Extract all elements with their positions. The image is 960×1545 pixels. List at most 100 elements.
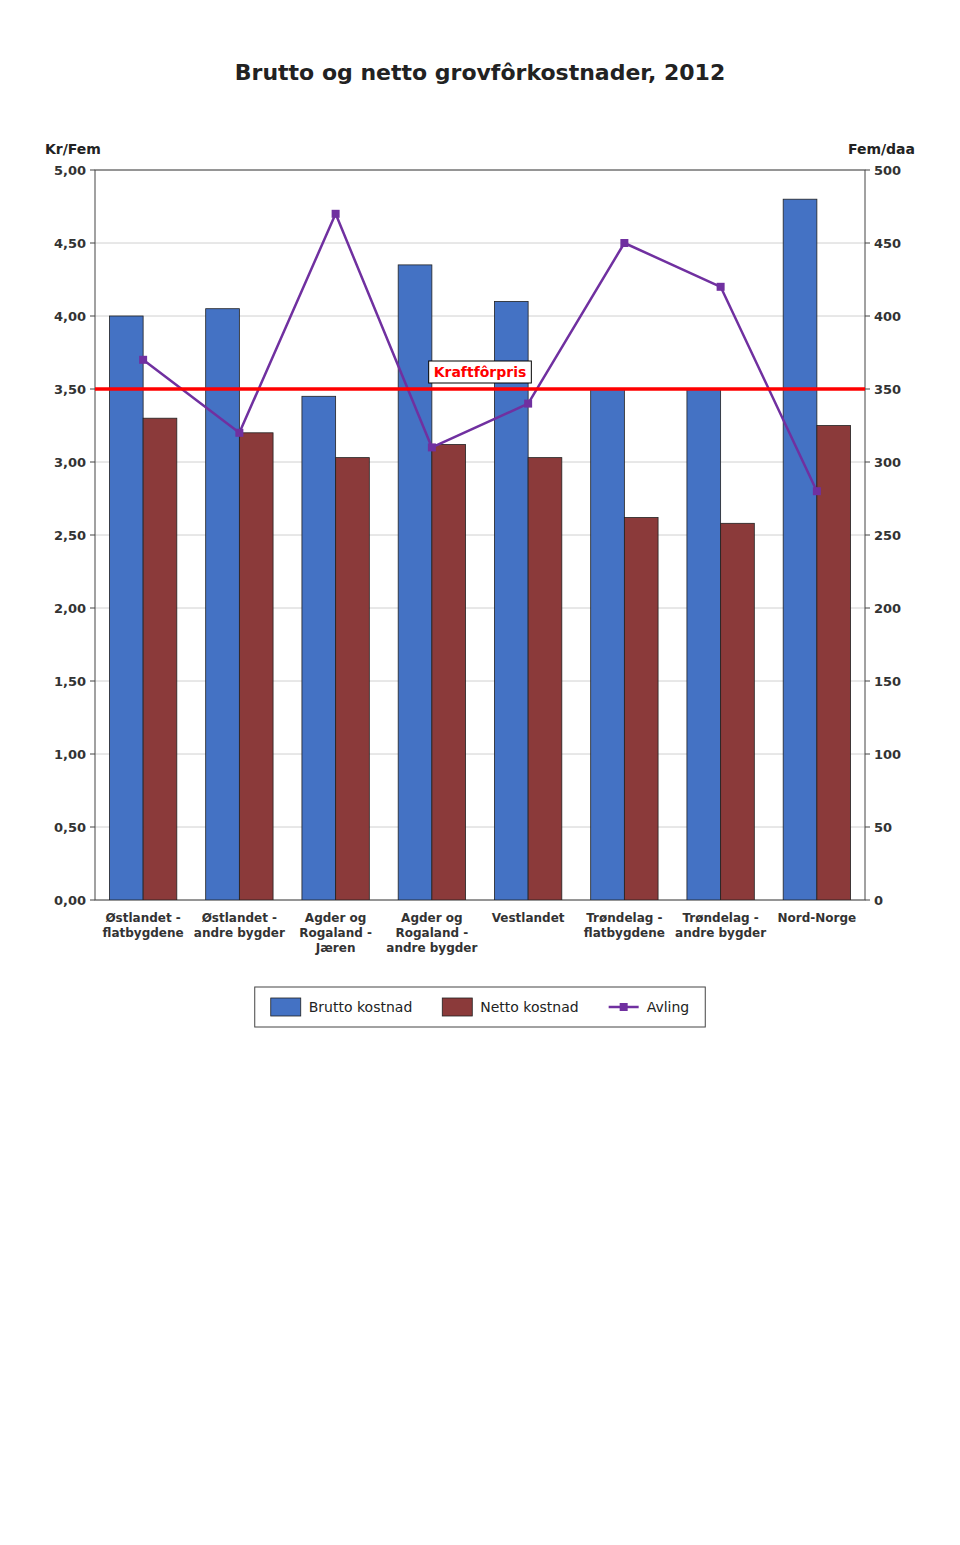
y-tick [90,900,95,901]
bar [239,433,273,900]
legend-swatch [442,998,472,1016]
x-tick-label: Trøndelag -andre bygder [675,911,766,940]
line-marker [235,429,243,437]
y2-tick [865,170,870,171]
legend-marker [620,1003,628,1011]
legend-frame [255,987,706,1027]
line-marker [428,443,436,451]
annotations: Kraftfôrpris [95,361,865,389]
y-tick [90,462,95,463]
line-marker [717,283,725,291]
y-tick-label: 0,00 [54,893,86,908]
y2-tick [865,389,870,390]
annotation-box [429,361,532,383]
line-marker [332,210,340,218]
line-marker [620,239,628,247]
legend-label: Brutto kostnad [309,999,413,1015]
x-tick-label-line: flatbygdene [103,926,184,940]
y2-tick [865,754,870,755]
y2-tick [865,900,870,901]
grid-line [95,389,865,390]
x-tick-label-line: andre bygder [194,926,285,940]
bar [721,523,755,900]
y-tick-label: 1,00 [54,747,86,762]
y2-tick-label: 0 [874,893,883,908]
line [143,214,817,491]
x-tick-label-line: Nord-Norge [778,911,857,925]
y2-tick-label: 50 [874,820,892,835]
bar [302,396,336,900]
y-tick [90,170,95,171]
bar [624,517,658,900]
chart: Brutto og netto grovfôrkostnader, 2012 Kr… [0,0,960,1545]
x-tick-label-line: Jæren [315,941,356,955]
y-tick-label: 2,00 [54,601,86,616]
bar [206,309,240,900]
y2-tick [865,827,870,828]
y-tick [90,535,95,536]
bar [432,444,466,900]
x-tick-label: Agder ogRogaland -Jæren [299,911,372,955]
y2-tick [865,243,870,244]
bar [817,426,851,901]
x-tick-label-line: Agder og [305,911,367,925]
x-tick-label-line: flatbygdene [584,926,665,940]
y-tick [90,827,95,828]
y-tick-label: 0,50 [54,820,86,835]
line-marker [139,356,147,364]
y-tick-label: 4,50 [54,236,86,251]
x-tick-label: Vestlandet [492,911,565,925]
y2-tick [865,681,870,682]
y-tick-label: 3,50 [54,382,86,397]
y-tick-label: 5,00 [54,163,86,178]
x-tick-label: Trøndelag -flatbygdene [584,911,665,940]
y2-tick-label: 300 [874,455,901,470]
x-tick-label-line: Trøndelag - [586,911,662,925]
y-tick [90,316,95,317]
legend-label: Netto kostnad [480,999,578,1015]
x-tick-label-line: Agder og [401,911,463,925]
y2-axis-label: Fem/daa [848,141,915,157]
line-marker [524,400,532,408]
bar [143,418,177,900]
bar [528,458,562,900]
y-axis-label: Kr/Fem [45,141,101,157]
y-tick [90,681,95,682]
y-tick-label: 3,00 [54,455,86,470]
x-tick-label: Agder ogRogaland -andre bygder [386,911,477,955]
legend: Brutto kostnadNetto kostnadAvling [255,987,706,1027]
y-tick-label: 1,50 [54,674,86,689]
title: Brutto og netto grovfôrkostnader, 2012 [235,60,725,85]
y2-tick-label: 350 [874,382,901,397]
grid-line [95,243,865,244]
x-tick-label-line: Østlandet - [202,911,277,925]
bar [336,458,370,900]
x-tick-label-line: Trøndelag - [682,911,758,925]
line-marker [813,487,821,495]
y2-tick-label: 150 [874,674,901,689]
x-tick-label: Nord-Norge [778,911,857,925]
bar [591,389,625,900]
legend-swatch [271,998,301,1016]
x-tick-label-line: Rogaland - [299,926,372,940]
y2-tick-label: 250 [874,528,901,543]
y2-tick-label: 200 [874,601,901,616]
bar [687,389,721,900]
y2-tick-label: 500 [874,163,901,178]
x-tick-label-line: Østlandet - [105,911,180,925]
plot-area [109,199,850,900]
y-tick [90,608,95,609]
bar [109,316,143,900]
x-tick-label-line: andre bygder [675,926,766,940]
annotation-text: Kraftfôrpris [434,364,527,380]
y-tick-label: 4,00 [54,309,86,324]
plot-frame [95,170,865,900]
y2-tick [865,535,870,536]
x-tick-label-line: Vestlandet [492,911,565,925]
y-tick-label: 2,50 [54,528,86,543]
x-tick-label: Østlandet -flatbygdene [103,911,184,940]
legend-item: Netto kostnad [442,998,578,1016]
grid [95,170,865,900]
legend-item: Brutto kostnad [271,998,413,1016]
bar [783,199,817,900]
